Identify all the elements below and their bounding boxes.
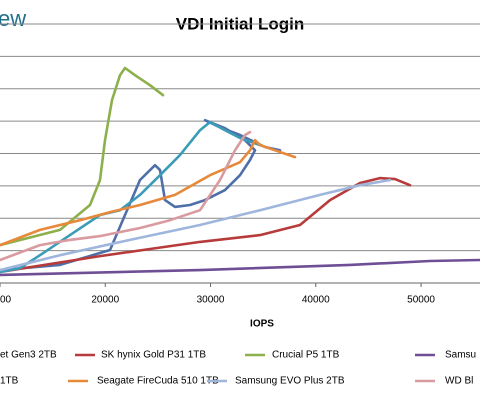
legend-label: Samsu bbox=[445, 350, 476, 361]
legend-label: et Gen3 2TB bbox=[0, 350, 57, 361]
logo: ew bbox=[0, 6, 26, 31]
legend-label: Samsung EVO Plus 2TB bbox=[235, 376, 345, 387]
x-tick-label: 50000 bbox=[407, 295, 435, 306]
x-axis-label: IOPS bbox=[250, 319, 274, 330]
series-line bbox=[0, 138, 297, 247]
legend-label: Seagate FireCuda 510 1TB bbox=[97, 376, 219, 387]
series-line bbox=[0, 120, 262, 274]
legend-label: SK hynix Gold P31 1TB bbox=[101, 350, 206, 361]
x-tick-label: 30000 bbox=[197, 295, 225, 306]
x-tick-label: 20000 bbox=[91, 295, 119, 306]
legend-label: WD Bl bbox=[445, 376, 473, 387]
series-line bbox=[0, 130, 252, 262]
series-line bbox=[0, 66, 165, 247]
legend-label: 1TB bbox=[0, 376, 19, 387]
series-line bbox=[0, 178, 392, 272]
legend-label: Crucial P5 1TB bbox=[272, 350, 340, 361]
x-tick-label: 0000 bbox=[0, 295, 12, 306]
x-tick-label: 40000 bbox=[302, 295, 330, 306]
series-line bbox=[0, 258, 480, 277]
series-line bbox=[0, 176, 412, 274]
